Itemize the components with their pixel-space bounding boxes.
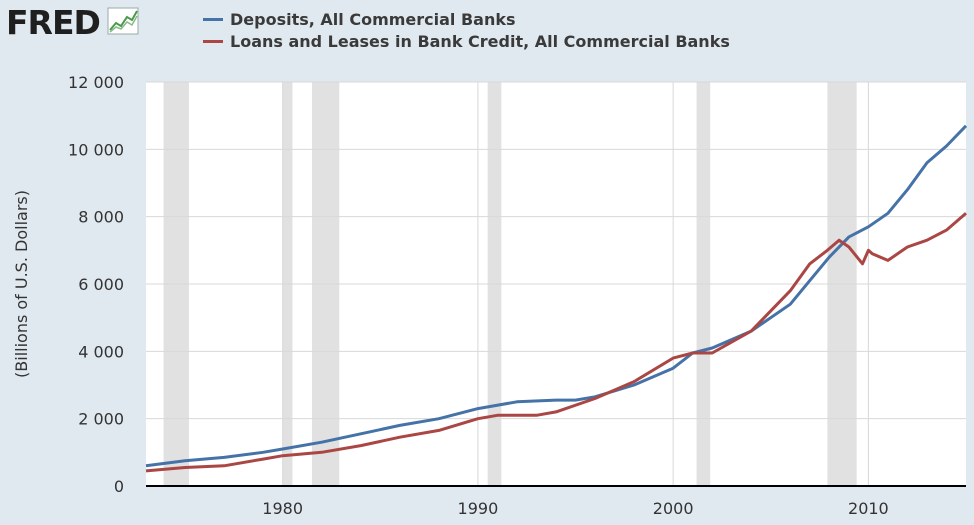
y-tick-label: 10 000 xyxy=(68,140,124,159)
chart-legend: Deposits, All Commercial Banks Loans and… xyxy=(203,8,730,52)
y-tick-label: 2 000 xyxy=(78,410,124,429)
legend-item-deposits[interactable]: Deposits, All Commercial Banks xyxy=(203,8,730,30)
legend-label-loans: Loans and Leases in Bank Credit, All Com… xyxy=(230,31,730,51)
y-tick-label: 8 000 xyxy=(78,208,124,227)
y-tick-label: 6 000 xyxy=(78,275,124,294)
y-axis-label: (Billions of U.S. Dollars) xyxy=(12,190,31,378)
y-tick-label: 12 000 xyxy=(68,73,124,92)
legend-swatch-deposits xyxy=(203,17,223,21)
y-tick-label: 0 xyxy=(114,477,124,496)
logo-text: FRED xyxy=(6,3,101,42)
series-line-deposits[interactable] xyxy=(145,124,968,468)
x-tick-label: 1990 xyxy=(458,499,499,518)
fred-logo: FRED xyxy=(6,6,141,40)
y-tick-label: 4 000 xyxy=(78,342,124,361)
x-tick-label: 1980 xyxy=(262,499,303,518)
logo-graph-icon xyxy=(107,7,139,35)
x-tick-label: 2010 xyxy=(848,499,889,518)
series-line-loans[interactable] xyxy=(145,212,967,473)
legend-item-loans[interactable]: Loans and Leases in Bank Credit, All Com… xyxy=(203,30,730,52)
legend-label-deposits: Deposits, All Commercial Banks xyxy=(230,9,516,29)
x-tick-label: 2000 xyxy=(653,499,694,518)
legend-swatch-loans xyxy=(203,39,223,43)
